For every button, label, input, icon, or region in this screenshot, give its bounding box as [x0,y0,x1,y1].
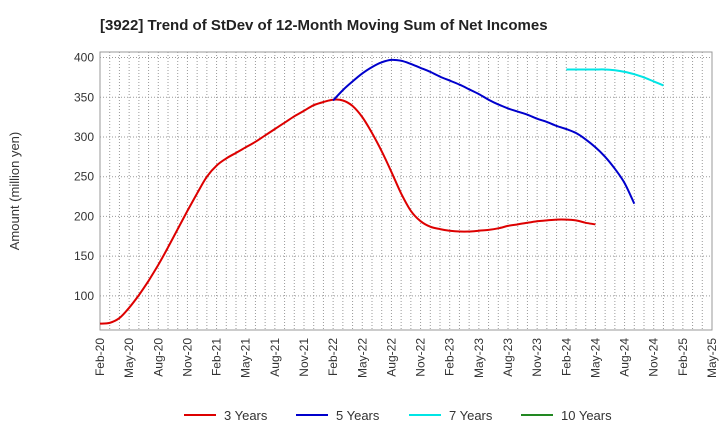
x-tick-label: May-20 [122,338,136,378]
y-axis-label: Amount (million yen) [7,132,22,251]
chart-title: [3922] Trend of StDev of 12-Month Moving… [100,17,548,34]
x-tick-label: Feb-25 [676,338,690,376]
x-tick-label: Nov-24 [647,338,661,377]
x-tick-label: Aug-20 [151,338,165,377]
plot-area [99,51,713,331]
x-tick-label: Feb-22 [326,338,340,376]
y-tick-label: 100 [74,289,94,303]
x-tick-label: May-21 [239,338,253,378]
y-tick-label: 150 [74,249,94,263]
x-tick-label: May-25 [705,338,719,378]
series-line-3-years [99,98,596,325]
series-line-7-years [566,68,664,87]
y-tick-label: 400 [74,51,94,65]
x-tick-label: Aug-21 [268,338,282,377]
series-line-5-years [332,58,636,205]
legend-label-5-years: 5 Years [336,408,380,423]
x-tick-label: May-24 [588,338,602,378]
legend: 3 Years 5 Years 7 Years 10 Years [184,408,612,423]
legend-label-3-years: 3 Years [224,408,268,423]
x-tick-label: Aug-22 [384,338,398,377]
y-tick-label: 200 [74,209,94,223]
x-tick-label: Feb-20 [93,338,107,376]
x-tick-label: Nov-22 [414,338,428,377]
legend-label-10-years: 10 Years [561,408,612,423]
x-tick-label: Feb-21 [210,338,224,376]
x-tick-label: Aug-24 [618,338,632,377]
x-tick-label: Feb-24 [559,338,573,376]
x-tick-label: Nov-23 [530,338,544,377]
x-tick-labels: Feb-20 May-20 Aug-20 Nov-20 Feb-21 May-21 Aug-… [93,338,719,378]
x-tick-label: Feb-23 [443,338,457,376]
y-tick-label: 300 [74,130,94,144]
x-tick-label: Nov-20 [180,338,194,377]
y-tick-labels: 100 150 200 250 300 350 400 [74,51,94,303]
y-tick-label: 250 [74,170,94,184]
x-tick-label: Nov-21 [297,338,311,377]
x-tick-label: Aug-23 [501,338,515,377]
grid [100,52,712,330]
legend-label-7-years: 7 Years [449,408,493,423]
series-lines [99,58,664,325]
y-tick-label: 350 [74,90,94,104]
x-tick-label: May-22 [355,338,369,378]
x-tick-label: May-23 [472,338,486,378]
